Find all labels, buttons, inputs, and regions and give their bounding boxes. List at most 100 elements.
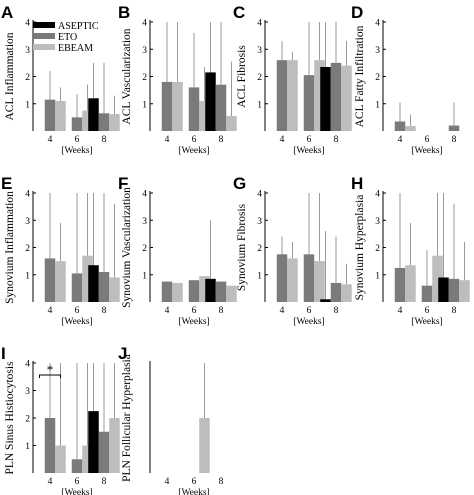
bar-ebeam-4 [287,60,298,131]
y-tick-label: 3 [375,217,380,227]
bar-eto-8 [448,278,460,302]
bar-eto-6 [188,280,200,302]
y-axis-label: Synovium Vascularization [121,187,133,308]
x-tick-label: 4 [280,306,285,316]
y-tick-label: 1 [142,271,147,281]
panel-letter: J [118,344,127,363]
bar-eto-4 [161,281,173,302]
bar-ebeam-8 [341,284,352,302]
y-tick-label: 4 [257,190,262,200]
panel-letter: H [351,174,363,193]
x-tick-label: 4 [48,135,53,145]
bar-eto-8 [215,84,227,131]
bar-ebeam-4 [172,282,183,302]
legend: ASEPTIC ETO EBEAM [33,21,99,54]
bar-eto-6 [71,117,83,131]
y-tick-label: 3 [257,46,262,56]
y-tick-label: 4 [257,19,262,29]
x-axis-label: [Weeks] [178,488,209,495]
bar-aseptic-8 [320,299,331,302]
y-tick-label: 1 [25,271,30,281]
bar-eto-6 [303,254,315,302]
bar-ebeam-4 [405,126,416,131]
x-axis-label: [Weeks] [411,317,442,327]
y-tick-label: 4 [25,360,30,370]
x-tick-label: 4 [165,135,170,145]
x-tick-label: 8 [102,477,107,487]
y-axis-label: PLN Follicular Hyperplasia [121,354,133,482]
bar-ebeam-6 [82,110,93,131]
y-axis-label: PLN Sinus Histiocytosis [4,361,16,475]
bar-ebeam-6 [199,276,210,302]
bar-aseptic-8 [320,66,331,131]
y-tick-label: 4 [142,190,147,200]
bar-eto-6 [188,87,200,131]
x-tick-label: 8 [102,306,107,316]
y-tick-label: 2 [142,73,147,83]
y-tick-label: 3 [257,217,262,227]
x-tick-label: 4 [48,477,53,487]
y-axis-label: ACL Inflammation [4,32,16,120]
y-tick-label: 3 [142,46,147,56]
panel-letter: E [1,174,12,193]
x-tick-label: 8 [452,135,457,145]
bar-aseptic-8 [88,98,99,131]
panel-letter: G [233,174,246,193]
x-tick-label: 4 [398,135,403,145]
panel-letter: F [118,174,128,193]
bar-eto-6 [421,285,433,302]
x-axis-label: [Weeks] [293,317,324,327]
y-tick-label: 4 [375,190,380,200]
y-tick-label: 1 [257,100,262,110]
x-axis-label: [Weeks] [411,146,442,156]
y-axis-label: Synovium Inflammation [4,191,16,304]
y-axis-label: ACL Fatty Infiltration [354,25,366,127]
legend-swatch-eto [33,33,55,39]
x-axis-label: [Weeks] [61,146,92,156]
x-tick-label: 6 [192,306,197,316]
bar-ebeam-6 [199,418,210,473]
x-tick-label: 8 [219,306,224,316]
bar-aseptic-8 [438,277,449,302]
y-tick-label: 4 [25,19,30,29]
x-tick-label: 8 [102,135,107,145]
y-tick-label: 1 [25,100,30,110]
bar-ebeam-4 [55,261,66,302]
bar-eto-8 [215,281,227,302]
bar-aseptic-8 [205,278,216,302]
panel-h: H Synovium Hyperplasia 1 2 3 4 4 6 8 [Weeks] [351,174,470,327]
y-tick-label: 1 [142,100,147,110]
x-tick-label: 6 [75,477,80,487]
x-tick-label: 4 [280,135,285,145]
bar-aseptic-8 [88,411,99,473]
y-tick-label: 3 [25,46,30,56]
bar-ebeam-6 [82,445,93,473]
y-tick-label: 2 [25,73,30,83]
bar-eto-8 [98,113,110,131]
bar-ebeam-4 [55,101,66,131]
panel-c: C ACL Fibrosis 1 2 3 4 4 6 8 [Weeks] [233,3,352,156]
x-axis-label: [Weeks] [61,317,92,327]
significance-bracket [39,374,61,378]
bar-eto-6 [71,459,83,473]
significance-star: * [47,362,54,377]
y-tick-label: 2 [375,244,380,254]
x-tick-label: 4 [165,306,170,316]
bar-eto-8 [448,125,460,131]
panel-g: G Synovium Fibrosis 1 2 3 4 4 6 8 [Weeks] [233,174,352,327]
bar-ebeam-4 [172,81,183,131]
bar-ebeam-6 [314,261,325,302]
y-tick-label: 2 [257,73,262,83]
panel-b: B ACL Vascularization 1 2 3 4 4 6 8 [Weeks] [118,3,237,156]
panel-letter: I [1,344,6,363]
y-tick-label: 2 [257,244,262,254]
y-tick-label: 1 [257,271,262,281]
y-tick-label: 4 [375,19,380,29]
bar-aseptic-8 [205,72,216,131]
x-tick-label: 6 [192,135,197,145]
bar-eto-8 [330,62,342,131]
bar-ebeam-4 [287,258,298,302]
